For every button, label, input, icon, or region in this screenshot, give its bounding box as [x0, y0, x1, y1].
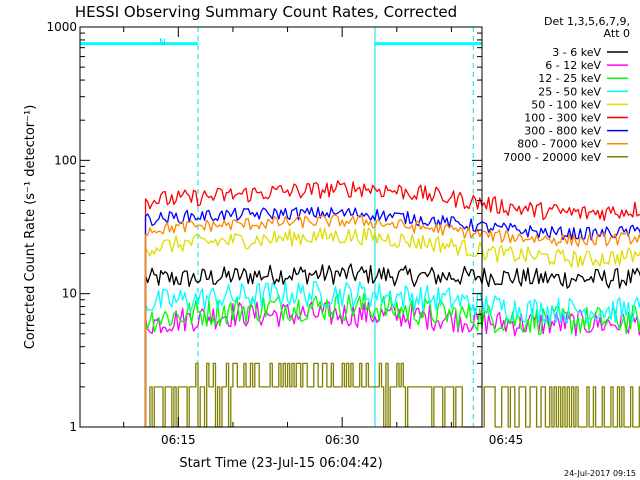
y-tick-label: 1000: [46, 20, 77, 34]
x-tick-label: 06:30: [325, 433, 360, 447]
timestamp: 24-Jul-2017 09:15: [564, 469, 636, 478]
series-line-5: [144, 180, 640, 427]
legend-title-line: Det 1,3,5,6,7,9,: [544, 15, 630, 28]
legend-entry-label: 25 - 50 keV: [538, 85, 601, 98]
y-axis-label: Corrected Count Rate (s⁻¹ detector⁻¹): [23, 105, 38, 350]
series-line-7: [144, 214, 640, 427]
legend-entry-label: 3 - 6 keV: [552, 46, 601, 59]
plot-area: [79, 27, 640, 428]
legend-entry-label: 300 - 800 keV: [524, 125, 601, 138]
series-line-2: [144, 292, 640, 427]
night-marker: N: [159, 38, 166, 48]
chart-title: HESSI Observing Summary Count Rates, Cor…: [75, 3, 457, 21]
series-line-3: [144, 280, 640, 427]
x-tick-label: 06:15: [161, 433, 196, 447]
series-line-6: [144, 206, 640, 427]
legend-entry-label: 6 - 12 keV: [545, 59, 601, 72]
series-line-8: [145, 362, 640, 428]
y-tick-label: 1: [69, 420, 77, 434]
legend-entry-label: 100 - 300 keV: [524, 112, 601, 125]
legend-entry-label: 12 - 25 keV: [538, 72, 601, 85]
y-tick-label: 100: [54, 153, 77, 167]
x-axis-label: Start Time (23-Jul-15 06:04:42): [179, 456, 382, 471]
x-tick-label: 06:45: [489, 433, 524, 447]
series-line-0: [144, 263, 640, 427]
legend-entry-label: 50 - 100 keV: [531, 98, 601, 111]
y-axis: 1 10 100 1000: [46, 20, 482, 434]
y-tick-label: 10: [62, 287, 77, 301]
series-line-4: [144, 227, 640, 427]
legend-entry-label: 800 - 7000 keV: [517, 138, 601, 151]
plot-frame: [79, 26, 483, 428]
legend-entry-label: 7000 - 20000 keV: [503, 151, 601, 164]
legend-title-line: Att 0: [604, 27, 630, 40]
